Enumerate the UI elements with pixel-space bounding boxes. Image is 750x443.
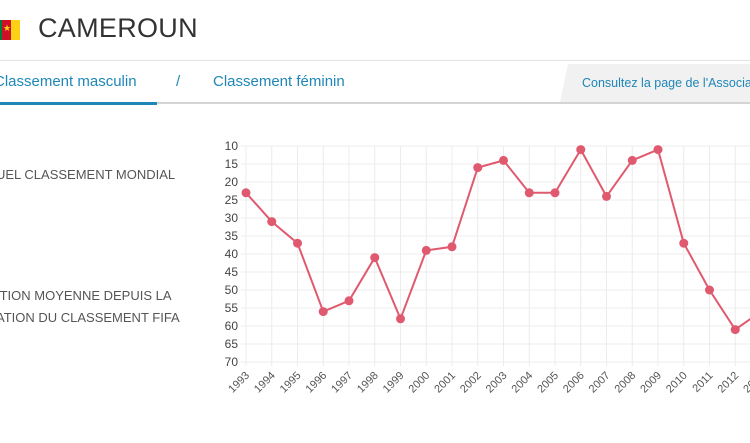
x-tick-label: 2011	[690, 370, 715, 395]
x-tick-label: 1994	[252, 370, 278, 396]
data-point	[653, 145, 663, 155]
x-tick-label: 1995	[278, 370, 304, 396]
x-tick-label: 2007	[587, 370, 613, 396]
x-tick-label: 2001	[432, 370, 458, 396]
y-tick-label: 55	[225, 301, 239, 315]
data-point	[730, 325, 740, 335]
data-point	[396, 314, 405, 324]
average-rank-label-line2: ATION DU CLASSEMENT FIFA	[0, 310, 180, 325]
header-divider	[0, 60, 750, 61]
data-point	[679, 238, 689, 248]
y-tick-label: 60	[225, 319, 239, 333]
page-header: ★ CAMEROUN	[0, 0, 750, 60]
tab-men-ranking[interactable]: Classement masculin	[0, 73, 137, 90]
data-point	[267, 217, 277, 227]
y-tick-label: 15	[225, 157, 239, 171]
tabs-divider	[0, 102, 750, 104]
data-point	[447, 242, 457, 252]
y-tick-label: 30	[225, 211, 239, 225]
y-tick-label: 65	[225, 337, 239, 351]
data-point	[318, 307, 328, 317]
y-tick-label: 50	[225, 283, 239, 297]
tab-women-ranking[interactable]: Classement féminin	[213, 73, 345, 90]
y-tick-label: 70	[225, 355, 239, 369]
y-tick-label: 45	[225, 265, 239, 279]
x-tick-label: 2013	[741, 370, 750, 396]
data-point	[550, 188, 560, 198]
page-title: CAMEROUN	[38, 13, 198, 43]
cameroon-flag-icon: ★	[0, 20, 20, 40]
x-tick-label: 2006	[561, 370, 587, 396]
x-tick-label: 1993	[226, 370, 252, 396]
data-point	[576, 145, 586, 155]
y-tick-label: 40	[225, 247, 239, 261]
data-point	[344, 296, 354, 306]
association-link[interactable]: Consultez la page de l'Association	[582, 76, 750, 90]
x-tick-label: 2008	[613, 370, 639, 396]
x-tick-label: 2003	[484, 370, 510, 396]
data-point	[524, 188, 534, 198]
data-point	[499, 155, 508, 165]
data-point	[627, 155, 637, 165]
ranking-tabs: Classement masculin / Classement féminin	[0, 61, 750, 105]
x-tick-label: 2009	[638, 370, 664, 396]
data-point	[421, 245, 431, 255]
x-tick-label: 1999	[381, 370, 407, 396]
x-tick-label: 1997	[329, 370, 355, 396]
current-rank-label: UEL CLASSEMENT MONDIAL I	[0, 164, 175, 208]
x-tick-label: 2002	[458, 370, 484, 396]
series-line	[245, 147, 750, 332]
data-point	[602, 191, 611, 201]
association-link-bg[interactable]	[560, 64, 750, 102]
y-tick-label: 10	[225, 139, 239, 153]
data-point	[473, 163, 483, 173]
x-tick-label: 2000	[407, 370, 433, 396]
data-point	[705, 285, 714, 295]
y-tick-label: 20	[225, 175, 239, 189]
x-tick-label: 2004	[510, 370, 536, 396]
y-tick-label: 25	[225, 193, 239, 207]
current-rank-label-text: UEL CLASSEMENT MONDIAL	[0, 167, 176, 182]
x-tick-label: 1996	[304, 370, 330, 396]
data-point	[370, 253, 380, 263]
data-point	[293, 238, 302, 248]
y-tick-label: 35	[225, 229, 239, 243]
active-tab-indicator	[0, 102, 157, 105]
average-rank-label: ITION MOYENNE DEPUIS LA ATION DU CLASSEM…	[0, 285, 180, 329]
x-tick-label: 2005	[535, 370, 561, 396]
current-rank-label-suffix: I	[0, 186, 175, 208]
x-tick-label: 2010	[664, 370, 690, 396]
average-rank-label-line1: ITION MOYENNE DEPUIS LA	[0, 288, 172, 303]
x-tick-label: 1998	[355, 370, 381, 396]
data-point	[241, 188, 251, 198]
x-tick-label: 2012	[716, 370, 742, 396]
tab-separator: /	[176, 73, 181, 90]
